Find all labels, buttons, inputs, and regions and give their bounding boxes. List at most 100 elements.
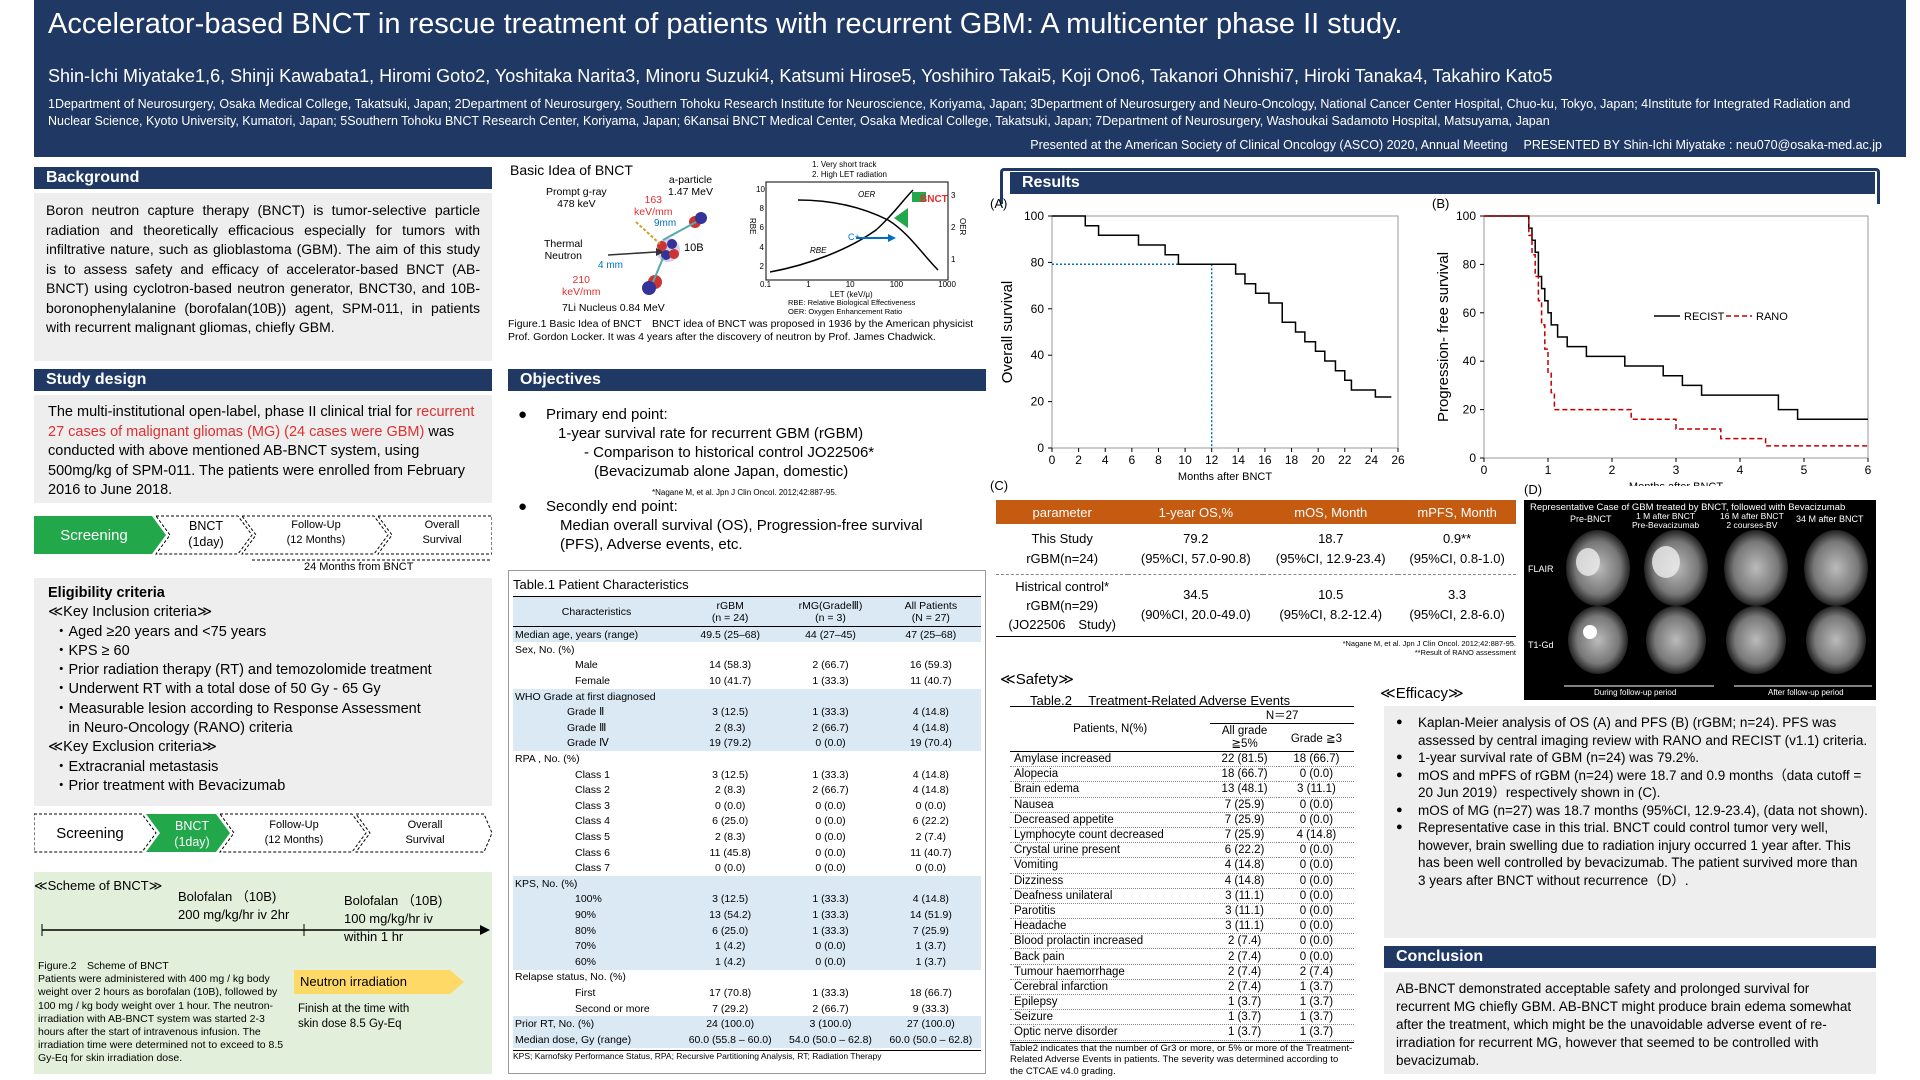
table1-cell: [881, 642, 981, 658]
table1-cell: Female: [575, 675, 611, 688]
table2-cell: 22 (81.5): [1221, 753, 1268, 766]
table1-cell: 14 (58.3): [709, 659, 752, 672]
table1-cell: 1 (4.2): [680, 938, 781, 954]
table2-footnote: Table2 indicates that the number of Gr3 …: [1010, 1041, 1354, 1077]
table1-cell: 1 (33.3): [780, 891, 881, 908]
table1-cell: 0 (0.0): [780, 735, 881, 752]
safety-heading: ≪Safety≫: [1000, 671, 1074, 688]
table1-cell: 70%: [513, 938, 680, 954]
x-tick-label: 1: [1545, 463, 1552, 477]
table1-cell: [780, 970, 880, 986]
table2-cell: Headache: [1014, 920, 1067, 933]
boron10-label: 10B: [684, 242, 704, 254]
table2-cell: 1 (3.7): [1227, 1026, 1262, 1039]
mri-col: 34 M after BNCT: [1796, 514, 1864, 524]
mri-row-label: T1-Gd: [1528, 640, 1554, 650]
table2-cell: 18 (66.7): [1293, 753, 1340, 766]
x-tick-label: 4: [1737, 463, 1744, 477]
background-heading: Background: [34, 167, 492, 189]
secondary-bullet-icon: ●: [518, 498, 528, 515]
rbe-axis-label: RBE: [748, 218, 757, 235]
mri-row-label: FLAIR: [1528, 564, 1554, 574]
table1-cell: [680, 688, 781, 705]
table1-cell: 3 (12.5): [680, 704, 781, 721]
lithium-let-label: 210 keV/mm: [562, 274, 601, 298]
table2-row: Headache 3 (11.1) 0 (0.0): [1010, 919, 1354, 934]
flow2-overall-survival: Overall Survival: [405, 819, 445, 846]
y-tick-label: 60: [1463, 306, 1477, 320]
flow1-overall-survival: Overall Survival: [422, 519, 462, 546]
let-tick: 10: [845, 280, 855, 289]
plot-area: [1051, 215, 1399, 449]
table1-cell: [780, 751, 880, 767]
table1-cell: Prior RT, No. (%): [513, 1016, 680, 1032]
table1-cell: [680, 751, 780, 767]
let-axis-label: LET (keV/μ): [830, 290, 873, 299]
efficacy-item: Kaplan-Meier analysis of OS (A) and PFS …: [1392, 714, 1868, 749]
x-tick-label: 6: [1129, 453, 1136, 467]
oer-axis-label: OER: [958, 218, 967, 236]
inclusion-item: ・Aged ≥20 years and <75 years: [54, 623, 267, 640]
alpha-range-label: 9mm: [654, 218, 677, 229]
table1-cell: Class 1: [575, 768, 611, 781]
let-tick: 1: [806, 280, 811, 289]
results-summary-table: parameter 1-year OS,% mOS, Month mPFS, M…: [996, 500, 1516, 657]
table1-row: 90% 13 (54.2) 1 (33.3) 14 (51.9): [513, 907, 981, 923]
results-cell: 34.5 (90%CI, 20.0-49.0): [1140, 587, 1251, 622]
table1-cell: 24 (100.0): [680, 1016, 781, 1032]
table2-row: Epilepsy 1 (3.7) 1 (3.7): [1010, 995, 1354, 1010]
table2-cell: Nausea: [1014, 798, 1054, 811]
bolofalan-dose-2: Bolofalan （10B) 100 mg/kg/hr iv within 1…: [344, 893, 443, 944]
efficacy-item: Representative case in this trial. BNCT …: [1392, 819, 1868, 889]
table1-cell: 2 (66.7): [812, 784, 849, 797]
alpha-let-label: 163 keV/mm: [634, 194, 673, 218]
table1-row: Class 3 0 (0.0) 0 (0.0) 0 (0.0): [513, 798, 981, 814]
table2-n: N＝27: [1210, 706, 1354, 724]
table1-cell: [680, 876, 781, 892]
objectives-reference: *Nagane M, et al. Jpn J Clin Oncol. 2012…: [652, 488, 837, 497]
oer-curve-label: OER: [858, 190, 876, 199]
table1-cell: 0 (0.0): [815, 846, 846, 859]
legend-high-let: 2. High LET radiation: [812, 170, 888, 179]
table1-header: Characteristics: [513, 596, 680, 627]
y-tick-label: 100: [1024, 209, 1044, 223]
table2-cell: 4 (14.8): [1224, 874, 1265, 887]
y-tick-label: 100: [1456, 209, 1476, 223]
table1-cell: RPA , No. (%): [515, 753, 580, 766]
table1-cell: 4 (14.8): [880, 891, 981, 908]
table1-header: rMG(GradeⅢ) (n = 3): [780, 596, 881, 627]
table2-cell: 0 (0.0): [1299, 889, 1334, 902]
carbon-ion-label: C+: [848, 232, 860, 242]
table2-cell: Cerebral infarction: [1014, 980, 1108, 993]
y-tick-label: 0: [1469, 451, 1476, 465]
table2-cell: Decreased appetite: [1014, 813, 1114, 826]
table2-row: Vomiting 4 (14.8) 0 (0.0): [1010, 858, 1354, 873]
secondary-endpoint-label: Secondly end point:: [546, 498, 678, 515]
table1-cell: 60.0 (50.0 – 62.8): [880, 1031, 981, 1048]
table1-cell: Grade Ⅳ: [513, 735, 680, 752]
study-design-text-highlight: recurrent 27 cases of malignant gliomas …: [48, 404, 475, 440]
table1-cell: Class 3: [575, 799, 611, 812]
table1-cell: 0 (0.0): [780, 953, 881, 970]
legend-label: RECIST: [1684, 311, 1725, 323]
eligibility-criteria: Eligibility criteria ≪Key Inclusion crit…: [34, 578, 492, 806]
mri-col: 1 M after BNCT Pre-Bevacizumab: [1632, 511, 1700, 530]
panel-a-label: (A): [990, 196, 1008, 211]
table1-cell: 2 (8.3): [714, 831, 746, 844]
y-tick-label: 40: [1463, 354, 1477, 368]
table1-cell: [780, 688, 881, 705]
table1-body: Median age, years (range) 49.5 (25–68) 44 …: [513, 626, 981, 1048]
table1-row: KPS, No. (%): [513, 876, 981, 892]
table1-row: Second or more 7 (29.2) 2 (66.7) 9 (33.3): [513, 1001, 981, 1017]
table1-cell: 2 (7.4): [915, 831, 946, 844]
results-cell: 0.9** (95%CI, 0.8-1.0): [1409, 530, 1505, 566]
prompt-gamma-label: Prompt g-ray 478 keV: [546, 186, 607, 210]
mri-panel: Representative Case of GBM treated by BN…: [1524, 500, 1876, 700]
table2-cell: Parotitis: [1014, 904, 1056, 917]
results-heading: Results: [1010, 172, 1875, 194]
efficacy-item: mOS of MG (n=27) was 18.7 months (95%CI,…: [1392, 802, 1868, 820]
table2-cell: 3 (11.1): [1225, 904, 1264, 917]
table2-cell: Dizziness: [1014, 874, 1064, 887]
poster-header: Accelerator-based BNCT in rescue treatme…: [34, 0, 1906, 157]
